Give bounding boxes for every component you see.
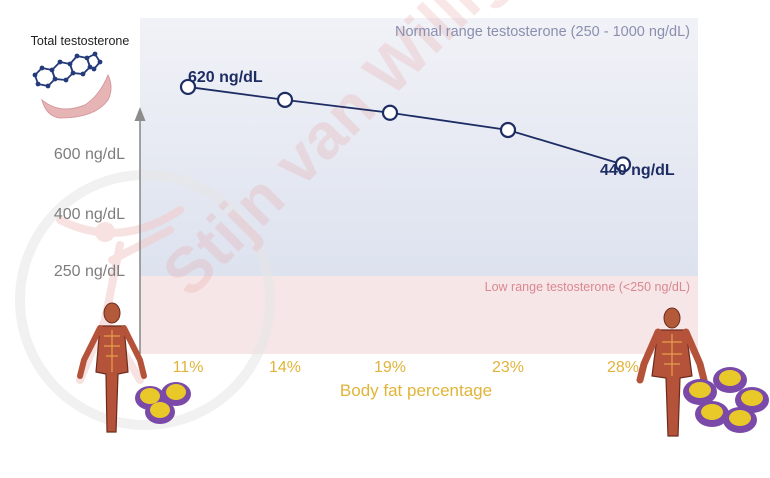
- data-point: [179, 78, 197, 96]
- y-tick-label: 400 ng/dL: [54, 206, 125, 223]
- data-point: [381, 104, 399, 121]
- data-label-first: 620 ng/dL: [188, 69, 263, 86]
- y-axis-title: Total testosterone: [31, 34, 130, 48]
- large-fat-cells-icon: [683, 367, 769, 433]
- normal-range-label: Normal range testosterone (250 - 1000 ng…: [395, 24, 690, 40]
- lean-body-figure-icon: [77, 302, 147, 433]
- data-point: [276, 91, 294, 108]
- low-range-band: [140, 276, 698, 354]
- data-point: [614, 156, 632, 173]
- x-axis-title: Body fat percentage: [340, 381, 492, 400]
- normal-range-band: [140, 18, 698, 276]
- y-tick-label: 250 ng/dL: [54, 263, 125, 280]
- y-tick-label: 600 ng/dL: [54, 146, 125, 163]
- y-axis-arrow: [134, 107, 146, 121]
- x-tick-label: 14%: [269, 359, 301, 376]
- low-range-label: Low range testosterone (<250 ng/dL): [485, 280, 690, 294]
- small-fat-cells-icon: [135, 382, 191, 424]
- x-tick-label: 19%: [374, 359, 406, 376]
- testosterone-molecule-icon: [32, 51, 112, 119]
- x-tick-label: 28%: [607, 359, 639, 376]
- x-tick-label: 23%: [492, 359, 524, 376]
- data-point: [499, 121, 517, 139]
- data-label-last: 440 ng/dL: [600, 162, 675, 179]
- high-fat-body-figure-icon: [636, 307, 708, 437]
- x-tick-label: 11%: [173, 359, 204, 376]
